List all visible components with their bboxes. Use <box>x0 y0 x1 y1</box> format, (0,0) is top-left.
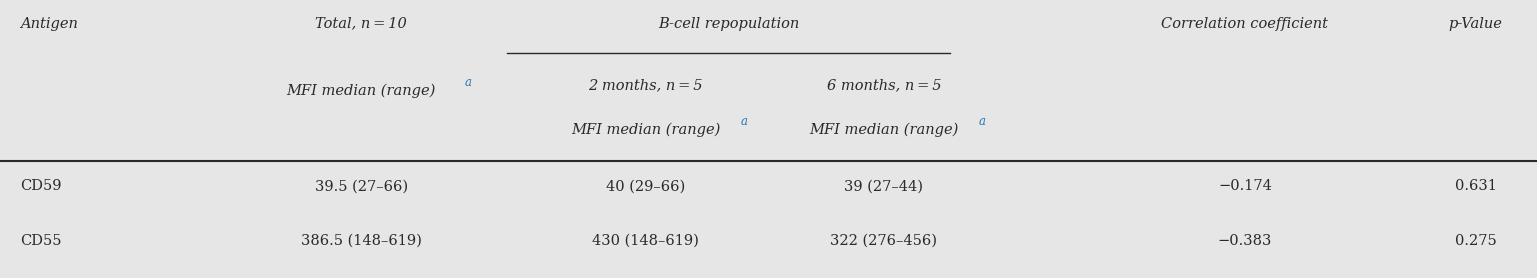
Text: a: a <box>741 115 749 128</box>
Text: 0.275: 0.275 <box>1454 234 1497 247</box>
Text: MFI median (range): MFI median (range) <box>808 122 959 137</box>
Text: 386.5 (148–619): 386.5 (148–619) <box>301 234 421 247</box>
Text: MFI median (range): MFI median (range) <box>286 83 437 98</box>
Text: a: a <box>979 115 987 128</box>
Text: a: a <box>464 76 472 90</box>
Text: Correlation coefficient: Correlation coefficient <box>1162 17 1328 31</box>
Text: 2 months, n = 5: 2 months, n = 5 <box>589 78 702 92</box>
Text: 430 (148–619): 430 (148–619) <box>592 234 699 247</box>
Text: −0.174: −0.174 <box>1217 179 1273 193</box>
Text: B-cell repopulation: B-cell repopulation <box>658 17 799 31</box>
Text: 39 (27–44): 39 (27–44) <box>844 179 924 193</box>
Text: Total, n = 10: Total, n = 10 <box>315 17 407 31</box>
Text: 322 (276–456): 322 (276–456) <box>830 234 938 247</box>
Text: −0.383: −0.383 <box>1217 234 1273 247</box>
Text: 6 months, n = 5: 6 months, n = 5 <box>827 78 941 92</box>
Text: MFI median (range): MFI median (range) <box>570 122 721 137</box>
Text: CD55: CD55 <box>20 234 61 247</box>
Text: 40 (29–66): 40 (29–66) <box>606 179 686 193</box>
Text: CD59: CD59 <box>20 179 61 193</box>
Text: 0.631: 0.631 <box>1454 179 1497 193</box>
Text: Antigen: Antigen <box>20 17 78 31</box>
Text: 39.5 (27–66): 39.5 (27–66) <box>315 179 407 193</box>
Text: p-Value: p-Value <box>1448 17 1503 31</box>
